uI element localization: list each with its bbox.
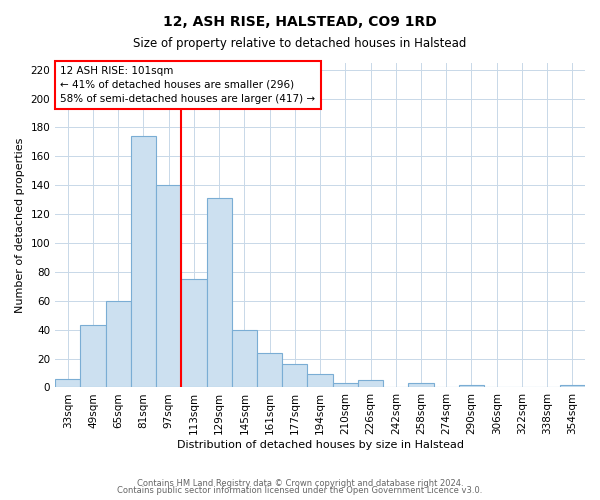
Bar xyxy=(206,198,232,388)
Bar xyxy=(459,384,484,388)
Bar xyxy=(307,374,332,388)
Bar xyxy=(131,136,156,388)
Bar xyxy=(409,383,434,388)
Bar xyxy=(282,364,307,388)
Text: 12, ASH RISE, HALSTEAD, CO9 1RD: 12, ASH RISE, HALSTEAD, CO9 1RD xyxy=(163,15,437,29)
Bar xyxy=(106,301,131,388)
Y-axis label: Number of detached properties: Number of detached properties xyxy=(15,138,25,312)
Bar xyxy=(358,380,383,388)
Bar xyxy=(232,330,257,388)
Bar xyxy=(55,379,80,388)
Text: Contains HM Land Registry data © Crown copyright and database right 2024.: Contains HM Land Registry data © Crown c… xyxy=(137,478,463,488)
Bar xyxy=(332,383,358,388)
Text: 12 ASH RISE: 101sqm
← 41% of detached houses are smaller (296)
58% of semi-detac: 12 ASH RISE: 101sqm ← 41% of detached ho… xyxy=(61,66,316,104)
X-axis label: Distribution of detached houses by size in Halstead: Distribution of detached houses by size … xyxy=(176,440,464,450)
Bar xyxy=(181,279,206,388)
Bar xyxy=(156,186,181,388)
Bar xyxy=(257,353,282,388)
Bar xyxy=(560,384,585,388)
Text: Size of property relative to detached houses in Halstead: Size of property relative to detached ho… xyxy=(133,38,467,51)
Bar xyxy=(80,326,106,388)
Text: Contains public sector information licensed under the Open Government Licence v3: Contains public sector information licen… xyxy=(118,486,482,495)
